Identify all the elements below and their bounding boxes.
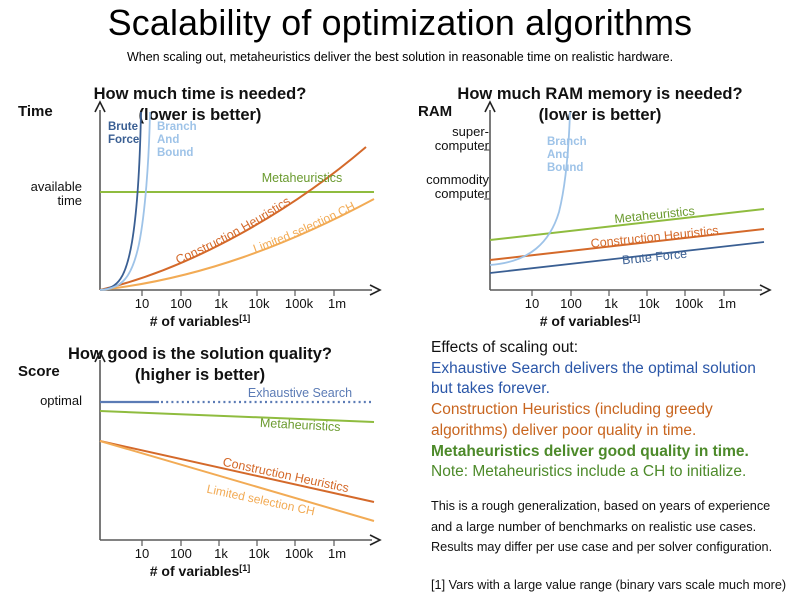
svg-text:100k: 100k bbox=[285, 546, 314, 561]
svg-text:100: 100 bbox=[170, 546, 192, 561]
svg-text:1m: 1m bbox=[328, 296, 346, 311]
svg-text:Metaheuristics: Metaheuristics bbox=[262, 171, 343, 185]
svg-text:10k: 10k bbox=[249, 546, 270, 561]
svg-text:10: 10 bbox=[525, 296, 539, 311]
svg-text:10: 10 bbox=[135, 296, 149, 311]
svg-text:# of variables[1]: # of variables[1] bbox=[150, 563, 251, 579]
svg-text:# of variables[1]: # of variables[1] bbox=[540, 313, 641, 329]
svg-text:Exhaustive Search: Exhaustive Search bbox=[248, 386, 352, 400]
svg-text:# of variables[1]: # of variables[1] bbox=[150, 313, 251, 329]
svg-text:100: 100 bbox=[170, 296, 192, 311]
svg-text:100: 100 bbox=[560, 296, 582, 311]
svg-text:100k: 100k bbox=[285, 296, 314, 311]
svg-text:10: 10 bbox=[135, 546, 149, 561]
svg-text:10k: 10k bbox=[639, 296, 660, 311]
svg-text:Metaheuristics: Metaheuristics bbox=[260, 416, 341, 434]
svg-text:1k: 1k bbox=[214, 296, 228, 311]
svg-text:1m: 1m bbox=[328, 546, 346, 561]
svg-text:10k: 10k bbox=[249, 296, 270, 311]
svg-text:1k: 1k bbox=[214, 546, 228, 561]
svg-text:Brute Force: Brute Force bbox=[621, 247, 687, 268]
svg-text:100k: 100k bbox=[675, 296, 704, 311]
svg-text:Metaheuristics: Metaheuristics bbox=[614, 204, 696, 226]
svg-text:Construction Heuristics: Construction Heuristics bbox=[174, 194, 293, 267]
svg-text:1m: 1m bbox=[718, 296, 736, 311]
svg-text:1k: 1k bbox=[604, 296, 618, 311]
